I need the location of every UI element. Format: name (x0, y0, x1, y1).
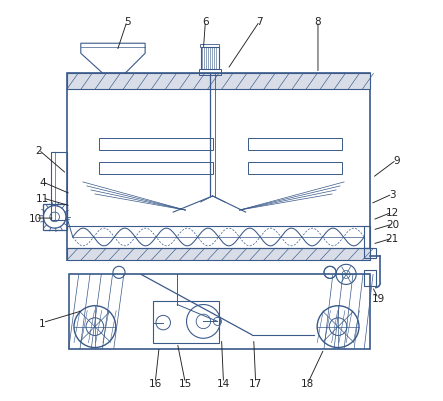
Text: 11: 11 (36, 194, 49, 203)
Text: 20: 20 (386, 220, 399, 229)
Bar (67, 249, 370, 261)
Bar (364, 249, 376, 259)
Text: 2: 2 (35, 146, 42, 155)
Text: 1: 1 (39, 318, 46, 328)
Bar (200, 45, 219, 48)
Text: 8: 8 (315, 17, 321, 27)
Text: 4: 4 (39, 178, 46, 187)
Text: 6: 6 (202, 17, 209, 27)
Text: 7: 7 (256, 17, 263, 27)
Text: 9: 9 (393, 156, 400, 165)
Bar (153, 301, 219, 343)
Bar (364, 227, 370, 249)
Text: 18: 18 (301, 378, 315, 388)
Text: 17: 17 (249, 378, 262, 388)
Text: 3: 3 (389, 190, 396, 199)
Bar (69, 275, 370, 349)
Text: 16: 16 (148, 378, 162, 388)
Bar (248, 162, 342, 174)
Bar (99, 138, 214, 150)
Bar (67, 74, 370, 90)
Bar (248, 138, 342, 150)
Text: 15: 15 (179, 378, 192, 388)
Bar (67, 74, 370, 261)
Bar (198, 70, 221, 76)
Bar (364, 271, 376, 287)
Bar (43, 205, 67, 231)
Text: 12: 12 (386, 208, 399, 217)
Text: 21: 21 (386, 234, 399, 243)
Bar (51, 152, 67, 221)
Text: 10: 10 (29, 214, 43, 223)
Bar (99, 162, 214, 174)
Bar (201, 48, 219, 70)
Text: 5: 5 (124, 17, 130, 27)
Text: 19: 19 (372, 294, 385, 304)
Text: 14: 14 (217, 378, 230, 388)
